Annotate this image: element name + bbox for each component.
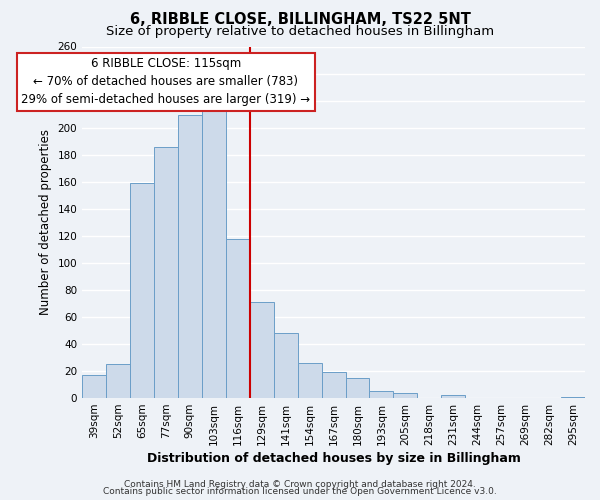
X-axis label: Distribution of detached houses by size in Billingham: Distribution of detached houses by size … [146,452,520,465]
Bar [370,392,394,398]
Bar [394,392,418,398]
Bar [561,396,585,398]
Text: 6 RIBBLE CLOSE: 115sqm
← 70% of detached houses are smaller (783)
29% of semi-de: 6 RIBBLE CLOSE: 115sqm ← 70% of detached… [22,58,310,106]
Bar [274,333,298,398]
Bar [346,378,370,398]
Text: Contains public sector information licensed under the Open Government Licence v3: Contains public sector information licen… [103,487,497,496]
Bar [106,364,130,398]
Y-axis label: Number of detached properties: Number of detached properties [39,130,52,316]
Bar [322,372,346,398]
Bar [130,183,154,398]
Text: Size of property relative to detached houses in Billingham: Size of property relative to detached ho… [106,25,494,38]
Bar [250,302,274,398]
Bar [202,108,226,398]
Bar [82,375,106,398]
Bar [154,146,178,398]
Bar [442,396,465,398]
Bar [226,238,250,398]
Bar [178,116,202,398]
Text: Contains HM Land Registry data © Crown copyright and database right 2024.: Contains HM Land Registry data © Crown c… [124,480,476,489]
Bar [298,363,322,398]
Text: 6, RIBBLE CLOSE, BILLINGHAM, TS22 5NT: 6, RIBBLE CLOSE, BILLINGHAM, TS22 5NT [130,12,470,28]
